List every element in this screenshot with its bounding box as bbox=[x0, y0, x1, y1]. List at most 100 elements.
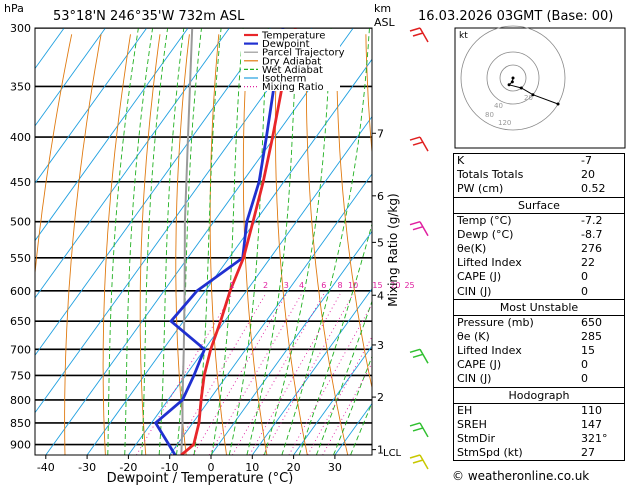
datetime-title: 16.03.2026 03GMT (Base: 00) bbox=[418, 9, 613, 24]
index-value: 147 bbox=[581, 417, 602, 431]
legend-box bbox=[241, 29, 340, 91]
pressure-tick-label: 650 bbox=[10, 315, 31, 328]
hodograph-point bbox=[519, 86, 523, 90]
wind-barb bbox=[409, 348, 429, 364]
isotherm-line bbox=[35, 28, 313, 414]
index-value: 276 bbox=[581, 241, 602, 255]
index-label: Lifted Index bbox=[457, 256, 522, 270]
dry-adiabat-line bbox=[139, 34, 161, 455]
pressure-tick-label: 350 bbox=[10, 80, 31, 93]
wet-adiabat-line bbox=[124, 28, 154, 455]
wind-barb bbox=[409, 454, 429, 470]
mixing-ratio-label: 15 bbox=[372, 281, 382, 290]
pressure-tick-label: 800 bbox=[10, 394, 31, 407]
mixing-ratio-label: 20 bbox=[390, 281, 400, 290]
index-row: PW (cm) 0.52 bbox=[454, 182, 624, 196]
wet-adiabat-line bbox=[298, 222, 372, 455]
dry-adiabat-line bbox=[64, 34, 102, 455]
most-unstable-indices: Most Unstable Pressure (mb) 650 θe (K) 285 L… bbox=[453, 299, 625, 388]
mixing-ratio-line bbox=[208, 293, 302, 455]
isotherm-line bbox=[169, 173, 372, 455]
index-row: CIN (J) 0 bbox=[454, 285, 624, 299]
index-row: CAPE (J) 0 bbox=[454, 358, 624, 372]
index-label: K bbox=[457, 154, 465, 167]
index-label: CIN (J) bbox=[457, 372, 492, 386]
height-tick-label: 6 bbox=[377, 190, 384, 203]
hodograph-ring-label: 20 bbox=[524, 94, 533, 102]
index-label: EH bbox=[457, 403, 473, 417]
index-label: SREH bbox=[457, 417, 487, 431]
index-value: -7.2 bbox=[581, 213, 603, 227]
mixing-ratio-label: 4 bbox=[299, 281, 304, 290]
pressure-tick-label: 850 bbox=[10, 417, 31, 430]
index-row: Totals Totals 20 bbox=[454, 168, 624, 182]
pressure-tick-label: 700 bbox=[10, 343, 31, 356]
index-label: Pressure (mb) bbox=[457, 315, 534, 329]
hodograph-origin bbox=[511, 76, 515, 80]
index-value: 110 bbox=[581, 403, 602, 417]
hodograph-point bbox=[531, 93, 535, 97]
wet-adiabat-line bbox=[263, 28, 332, 455]
index-value: 20 bbox=[581, 168, 595, 182]
index-value: 0 bbox=[581, 284, 588, 298]
wet-adiabat-line bbox=[158, 28, 185, 455]
index-label: StmDir bbox=[457, 432, 496, 445]
index-label: Lifted Index bbox=[457, 344, 522, 358]
wet-adiabat-line bbox=[107, 28, 139, 455]
legend-label: Dewpoint bbox=[262, 39, 310, 50]
isotherm-line bbox=[35, 28, 106, 127]
dry-adiabat-line bbox=[305, 34, 349, 455]
indices-panel: K -7 Totals Totals 20 PW (cm) 0.52 Surface Te… bbox=[453, 153, 625, 462]
hodograph-ring bbox=[499, 64, 527, 92]
wind-barb bbox=[409, 220, 429, 237]
index-label: Totals Totals bbox=[457, 168, 524, 182]
hodograph-indices: Hodograph EH 110 SREH 147 StmDir 321° StmSpd (… bbox=[453, 387, 625, 462]
mixing-ratio-label: 10 bbox=[348, 281, 358, 290]
index-label: θe(K) bbox=[457, 241, 487, 255]
isotherm-line bbox=[35, 28, 272, 357]
mixing-ratio-axis-title: Mixing Ratio (g/kg) bbox=[386, 193, 400, 306]
legend-label: Dry Adiabat bbox=[262, 56, 321, 67]
hodograph-ring bbox=[486, 51, 540, 105]
pressure-tick-label: 400 bbox=[10, 131, 31, 144]
legend-label: Temperature bbox=[261, 31, 325, 42]
isotherm-line bbox=[293, 345, 372, 455]
lcl-label: LCL bbox=[383, 448, 402, 459]
wet-adiabat-line bbox=[315, 299, 372, 455]
mixing-ratio-label: 6 bbox=[321, 281, 326, 290]
mixing-ratio-label: 3 bbox=[284, 281, 289, 290]
hodograph-point bbox=[510, 80, 514, 84]
dry-adiabat-line bbox=[209, 34, 227, 455]
index-row: Dewp (°C) -8.7 bbox=[454, 228, 624, 242]
dry-adiabat-line bbox=[242, 34, 268, 455]
copyright-footer: © weatheronline.co.uk bbox=[452, 469, 590, 483]
wet-adiabat-line bbox=[141, 28, 169, 455]
isotherm-line bbox=[35, 28, 230, 299]
hodograph-ring-label: 40 bbox=[494, 102, 503, 110]
temp-tick-label: -30 bbox=[78, 461, 96, 474]
wet-adiabat-line bbox=[228, 28, 269, 455]
index-row: SREH 147 bbox=[454, 418, 624, 432]
isotherm-line bbox=[210, 230, 372, 455]
axes: 1 2 3 4 6 8 10 15 20 2530035040045050055060065070… bbox=[10, 22, 415, 474]
index-value: 15 bbox=[581, 344, 595, 358]
temp-tick-label: -40 bbox=[37, 461, 55, 474]
height-tick-label: 1 bbox=[377, 444, 384, 457]
mixing-ratio-line bbox=[232, 293, 325, 455]
location-title: 53°18'N 246°35'W 732m ASL bbox=[53, 9, 245, 24]
height-tick-label: 7 bbox=[377, 127, 384, 140]
index-value: -8.7 bbox=[581, 227, 603, 241]
temperature-curve bbox=[180, 28, 297, 455]
dry-adiabat-line bbox=[102, 34, 131, 455]
index-label: Dewp (°C) bbox=[457, 227, 514, 241]
isotherm-line bbox=[86, 58, 372, 455]
isotherm-line bbox=[35, 28, 148, 184]
asl-unit-label: ASL bbox=[374, 16, 396, 29]
index-row: θe (K) 285 bbox=[454, 330, 624, 344]
pressure-tick-label: 300 bbox=[10, 22, 31, 35]
dry-adiabat-line bbox=[365, 34, 372, 158]
wind-barb bbox=[409, 136, 429, 152]
temp-tick-label: -20 bbox=[119, 461, 137, 474]
